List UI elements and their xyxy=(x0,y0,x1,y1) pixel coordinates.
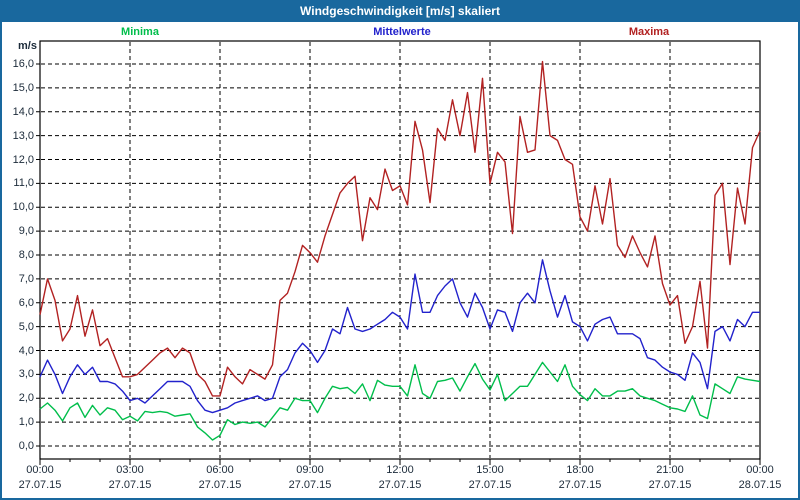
y-tick-label: 14,0 xyxy=(12,105,34,118)
x-tick-time-label: 09:00 xyxy=(296,464,324,476)
y-tick-label: 10,0 xyxy=(12,201,34,214)
x-tick-date-label: 27.07.15 xyxy=(648,479,692,491)
y-tick-label: 7,0 xyxy=(18,272,34,285)
y-tick-label: 4,0 xyxy=(18,344,34,357)
y-tick-label: 12,0 xyxy=(12,153,34,166)
x-tick-time-label: 18:00 xyxy=(566,464,594,476)
plot-border xyxy=(39,40,761,460)
y-tick-label: 2,0 xyxy=(18,392,34,405)
y-tick-label: 9,0 xyxy=(18,225,34,238)
x-tick-date-label: 27.07.15 xyxy=(378,479,422,491)
y-tick-label: 15,0 xyxy=(12,81,34,94)
y-tick-label: 8,0 xyxy=(18,249,34,261)
legend-item-mittelwerte: Mittelwerte xyxy=(373,26,431,38)
y-tick-label: 0,0 xyxy=(18,440,34,452)
x-tick-time-label: 12:00 xyxy=(386,464,414,476)
series-line-mittelwerte xyxy=(39,259,760,414)
x-tick-date-label: 27.07.15 xyxy=(108,479,152,491)
x-tick-date-label: 27.07.15 xyxy=(468,479,512,491)
y-tick-label: 1,0 xyxy=(18,416,34,429)
x-tick-date-label: 27.07.15 xyxy=(558,479,602,491)
y-tick-label: 5,0 xyxy=(18,320,34,333)
legend-item-minima: Minima xyxy=(121,26,159,38)
window-title-bar: Windgeschwindigkeit [m/s] skaliert xyxy=(0,0,800,22)
x-tick-date-label: 28.07.15 xyxy=(738,479,782,491)
y-tick-label: 3,0 xyxy=(18,368,34,381)
series-line-minima xyxy=(39,361,761,441)
y-axis-unit-label: m/s xyxy=(18,40,37,52)
y-tick-label: 11,0 xyxy=(13,177,34,190)
x-tick-time-label: 15:00 xyxy=(476,464,504,476)
x-tick-time-label: 00:00 xyxy=(746,464,774,476)
x-tick-time-label: 21:00 xyxy=(656,464,684,476)
x-tick-date-label: 27.07.15 xyxy=(288,479,332,491)
x-tick-time-label: 06:00 xyxy=(206,464,234,476)
x-tick-date-label: 27.07.15 xyxy=(18,479,62,491)
page-title: Windgeschwindigkeit [m/s] skaliert xyxy=(300,4,500,18)
y-tick-label: 6,0 xyxy=(18,296,34,309)
series-line-maxima xyxy=(39,60,761,397)
x-tick-time-label: 00:00 xyxy=(26,464,54,476)
legend-item-maxima: Maxima xyxy=(628,26,670,38)
x-tick-date-label: 27.07.15 xyxy=(198,479,242,491)
x-tick-time-label: 03:00 xyxy=(116,464,144,476)
y-tick-label: 16,0 xyxy=(12,58,34,70)
y-tick-label: 13,0 xyxy=(12,129,34,142)
